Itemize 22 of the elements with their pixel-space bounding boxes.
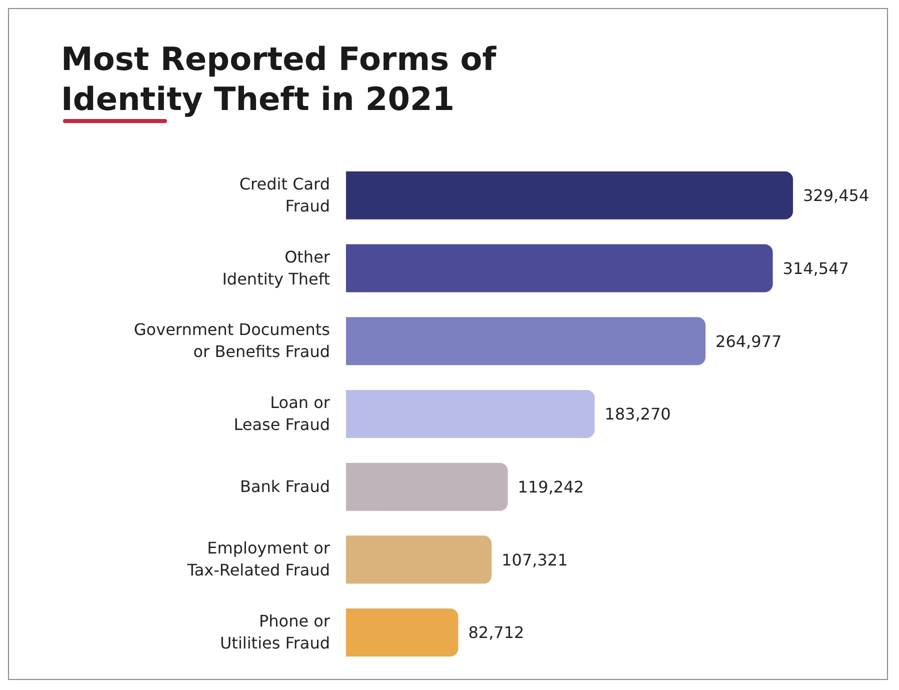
data-label: 107,321	[502, 550, 568, 570]
y-tick-label: Credit Card Fraud	[239, 174, 330, 216]
y-tick-label: Other Identity Theft	[222, 247, 330, 288]
bar	[346, 608, 458, 657]
chart-title: Most Reported Forms of Identity Theft in 2021	[61, 39, 496, 119]
y-tick-label: Bank Fraud	[240, 476, 330, 496]
bar	[346, 317, 706, 366]
y-tick-label: Phone or Utilities Fraud	[220, 612, 330, 653]
bar	[346, 244, 773, 292]
data-label: 329,454	[803, 186, 870, 206]
data-label: 314,547	[782, 258, 849, 278]
bar	[346, 536, 492, 584]
bar	[346, 390, 595, 438]
y-tick-label: Employment or Tax-Related Fraud	[186, 538, 330, 580]
bar	[346, 171, 793, 220]
bar	[346, 462, 508, 511]
data-label: 183,270	[604, 404, 671, 424]
data-label: 264,977	[716, 332, 782, 351]
y-tick-label: Loan or Lease Fraud	[234, 393, 330, 434]
data-label: 119,242	[518, 477, 584, 496]
y-tick-label: Government Documents or Benefits Fraud	[134, 320, 330, 362]
data-label: 82,712	[468, 623, 524, 642]
